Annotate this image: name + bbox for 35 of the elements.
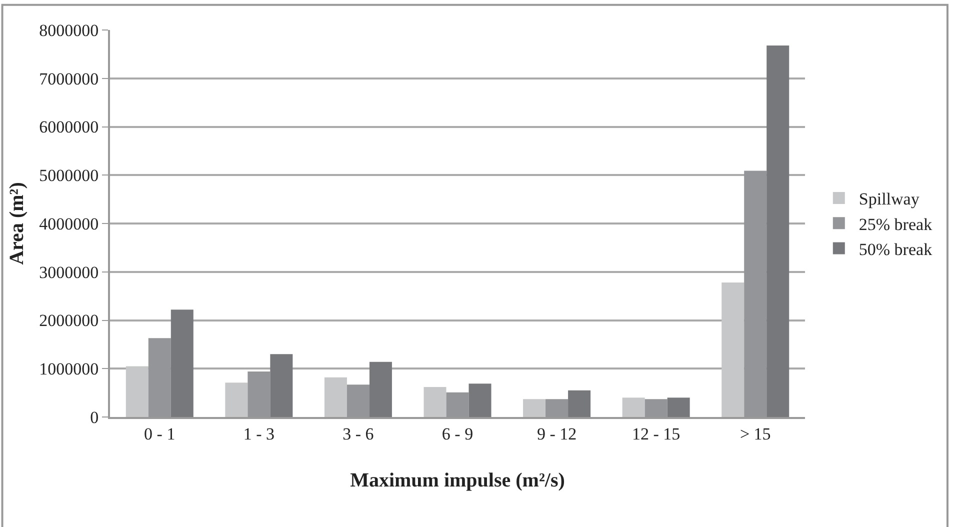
bar [523,399,546,417]
legend-label: 50% break [858,240,933,259]
x-tick-label: 0 - 1 [144,424,176,444]
y-tick-label: 3000000 [39,262,99,282]
x-tick-label: 12 - 15 [632,424,680,444]
y-tick-label: 7000000 [39,69,99,88]
bar [225,382,248,417]
bar [424,387,446,417]
y-tick-label: 6000000 [39,118,99,137]
y-tick-label: 5000000 [39,166,99,186]
bar [270,354,293,417]
legend-label: Spillway [858,190,920,209]
x-tick-label: 9 - 12 [536,424,577,444]
y-tick-label: 8000000 [39,20,99,40]
bar [766,45,790,417]
bar [667,398,690,417]
bar [369,362,392,417]
y-tick-label: 2000000 [39,311,99,330]
y-axis-title: Area (m²) [6,182,28,265]
bar [126,366,148,417]
y-tick-label: 1000000 [39,360,99,379]
x-tick-label: > 15 [740,424,771,444]
bar [722,282,744,417]
bar [622,398,645,417]
bar [324,377,347,417]
x-axis-title: Maximum impulse (m²/s) [350,469,565,492]
y-tick-label: 0 [90,408,99,427]
y-tick-label: 4000000 [39,214,99,234]
x-tick-label: 6 - 9 [442,424,474,444]
bar [170,310,194,417]
legend-label: 25% break [858,214,933,234]
bar [468,384,492,417]
bar [568,390,591,417]
x-tick-label: 1 - 3 [243,424,275,444]
x-tick-label: 3 - 6 [342,424,374,444]
